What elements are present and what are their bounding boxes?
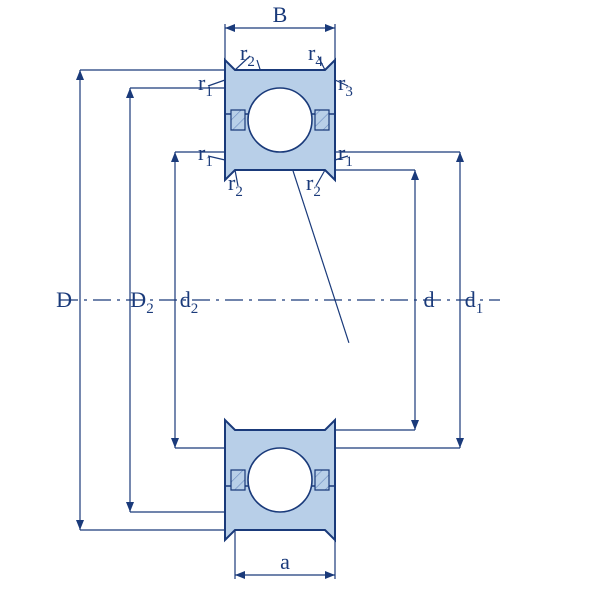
svg-text:r4: r4 <box>308 40 323 70</box>
svg-text:r3: r3 <box>338 70 353 100</box>
svg-text:d: d <box>424 287 435 312</box>
svg-text:r1: r1 <box>338 140 353 170</box>
svg-text:B: B <box>273 2 288 27</box>
svg-text:r1: r1 <box>198 140 213 170</box>
svg-text:r1: r1 <box>198 70 213 100</box>
svg-text:r2: r2 <box>306 170 321 200</box>
svg-text:D: D <box>56 287 72 312</box>
svg-text:d2: d2 <box>180 287 199 317</box>
svg-text:a: a <box>280 549 290 574</box>
svg-text:r2: r2 <box>240 40 255 70</box>
svg-text:d1: d1 <box>465 287 484 317</box>
svg-text:D2: D2 <box>130 287 153 317</box>
